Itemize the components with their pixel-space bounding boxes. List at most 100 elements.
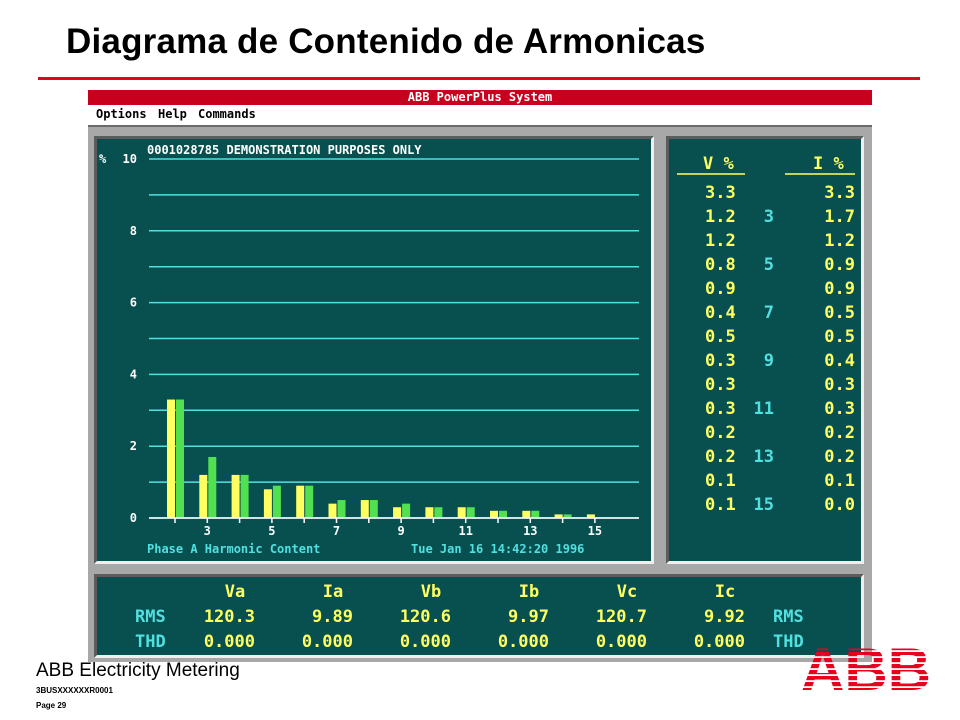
rms-label-left: RMS xyxy=(135,607,166,627)
y-axis-label: % xyxy=(99,152,107,166)
bar-voltage xyxy=(231,474,240,518)
rms-thd-panel: Va Ia Vb Ib Vc Ic RMS THD RMS THD 120.3 9.89 120.6 9.… xyxy=(94,574,864,658)
bar-voltage xyxy=(554,514,563,518)
bar-voltage xyxy=(522,510,531,518)
x-tick-label: 5 xyxy=(268,524,275,538)
menu-options[interactable]: Options xyxy=(96,107,147,121)
current-value: 1.7 xyxy=(824,207,855,227)
harmonic-order: 11 xyxy=(754,399,774,419)
voltage-value: 0.9 xyxy=(705,279,736,299)
current-value: 0.5 xyxy=(824,327,855,347)
bar-current xyxy=(402,503,411,518)
harmonic-bar-chart: 0001028785 DEMONSTRATION PURPOSES ONLY% 0… xyxy=(99,143,639,556)
rms-value: 9.92 xyxy=(704,607,745,627)
x-tick-label: 9 xyxy=(397,524,404,538)
footer-page: Page 29 xyxy=(36,701,67,710)
harmonic-chart-panel: 0001028785 DEMONSTRATION PURPOSES ONLY% 0… xyxy=(94,136,654,564)
x-tick-label: 13 xyxy=(523,524,537,538)
column-header: Ic xyxy=(715,582,735,602)
bar-current xyxy=(337,500,346,518)
current-value: 3.3 xyxy=(824,183,855,203)
menu-commands[interactable]: Commands xyxy=(198,107,256,121)
harmonic-order: 7 xyxy=(764,303,774,323)
current-value: 0.2 xyxy=(824,423,855,443)
bar-voltage xyxy=(296,485,305,518)
x-tick-label: 3 xyxy=(204,524,211,538)
bar-voltage xyxy=(586,514,595,518)
voltage-value: 1.2 xyxy=(705,231,736,251)
x-tick-label: 7 xyxy=(333,524,340,538)
harmonic-order: 9 xyxy=(764,351,774,371)
current-value: 0.9 xyxy=(824,255,855,275)
voltage-value: 1.2 xyxy=(705,207,736,227)
bar-voltage xyxy=(360,500,369,518)
thd-value: 0.000 xyxy=(498,632,549,652)
harmonic-table: V % I % 3.3 3.3 1.2 3 1.7 1.2 1.2 0.8 5 0.9 0.9 0.9 0.… xyxy=(677,154,855,515)
chart-timestamp: Tue Jan 16 14:42:20 1996 xyxy=(411,542,584,556)
rms-value: 9.89 xyxy=(312,607,353,627)
logo-lettering: ABB xyxy=(801,640,931,694)
bar-voltage xyxy=(425,507,434,518)
current-value: 1.2 xyxy=(824,231,855,251)
voltage-value: 3.3 xyxy=(705,183,736,203)
current-value: 0.3 xyxy=(824,375,855,395)
thd-value: 0.000 xyxy=(400,632,451,652)
app-window: ABB PowerPlus System Options Help Comman… xyxy=(88,90,872,662)
voltage-value: 0.5 xyxy=(705,327,736,347)
voltage-value: 0.8 xyxy=(705,255,736,275)
column-header: Va xyxy=(225,582,245,602)
bar-current xyxy=(434,507,443,518)
column-header: Vb xyxy=(421,582,441,602)
voltage-value: 0.3 xyxy=(705,351,736,371)
current-value: 0.2 xyxy=(824,447,855,467)
bar-voltage xyxy=(199,474,208,518)
current-value: 0.0 xyxy=(824,495,855,515)
bar-voltage xyxy=(393,507,402,518)
voltage-value: 0.2 xyxy=(705,423,736,443)
voltage-value: 0.1 xyxy=(705,495,736,515)
chart-caption: Phase A Harmonic Content xyxy=(147,542,320,556)
footer-doc-id: 3BUSXXXXXXR0001 xyxy=(36,686,113,695)
current-value: 0.4 xyxy=(824,351,855,371)
current-value: 0.9 xyxy=(824,279,855,299)
bar-current xyxy=(240,474,249,518)
thd-value: 0.000 xyxy=(596,632,647,652)
footer-company: ABB Electricity Metering xyxy=(36,660,240,681)
x-tick-label: 15 xyxy=(588,524,602,538)
column-header: Ib xyxy=(519,582,539,602)
abb-logo-icon: ABB xyxy=(801,640,931,694)
thd-value: 0.000 xyxy=(204,632,255,652)
harmonic-order: 3 xyxy=(764,207,774,227)
voltage-value: 0.1 xyxy=(705,471,736,491)
slide-title: Diagrama de Contenido de Armonicas xyxy=(66,22,706,61)
bar-voltage xyxy=(167,399,175,518)
voltage-value: 0.3 xyxy=(705,399,736,419)
voltage-value: 0.3 xyxy=(705,375,736,395)
bar-current xyxy=(499,510,507,518)
harmonic-table-panel: V % I % 3.3 3.3 1.2 3 1.7 1.2 1.2 0.8 5 0.9 0.9 0.9 0.… xyxy=(666,136,864,564)
harmonic-order: 13 xyxy=(754,447,774,467)
column-header: Ia xyxy=(323,582,343,602)
bar-voltage xyxy=(457,507,466,518)
voltage-value: 0.4 xyxy=(705,303,736,323)
current-value: 0.5 xyxy=(824,303,855,323)
column-header: Vc xyxy=(617,582,637,602)
title-divider xyxy=(38,77,920,80)
bar-current xyxy=(208,456,217,518)
header-voltage-percent: V % xyxy=(703,154,734,174)
rms-thd-table: Va Ia Vb Ib Vc Ic RMS THD RMS THD 120.3 9.89 120.6 9.… xyxy=(135,582,804,652)
thd-value: 0.000 xyxy=(694,632,745,652)
bar-voltage xyxy=(263,489,272,518)
rms-value: 9.97 xyxy=(508,607,549,627)
rms-value: 120.3 xyxy=(204,607,255,627)
thd-value: 0.000 xyxy=(302,632,353,652)
bar-current xyxy=(272,485,281,518)
bar-current xyxy=(531,510,540,518)
y-tick-label: 10 xyxy=(123,152,137,166)
y-tick-label: 8 xyxy=(130,224,137,238)
harmonic-order: 15 xyxy=(754,495,774,515)
current-value: 0.1 xyxy=(824,471,855,491)
harmonic-order: 5 xyxy=(764,255,774,275)
rms-label-right: RMS xyxy=(773,607,804,627)
menu-help[interactable]: Help xyxy=(158,107,187,121)
